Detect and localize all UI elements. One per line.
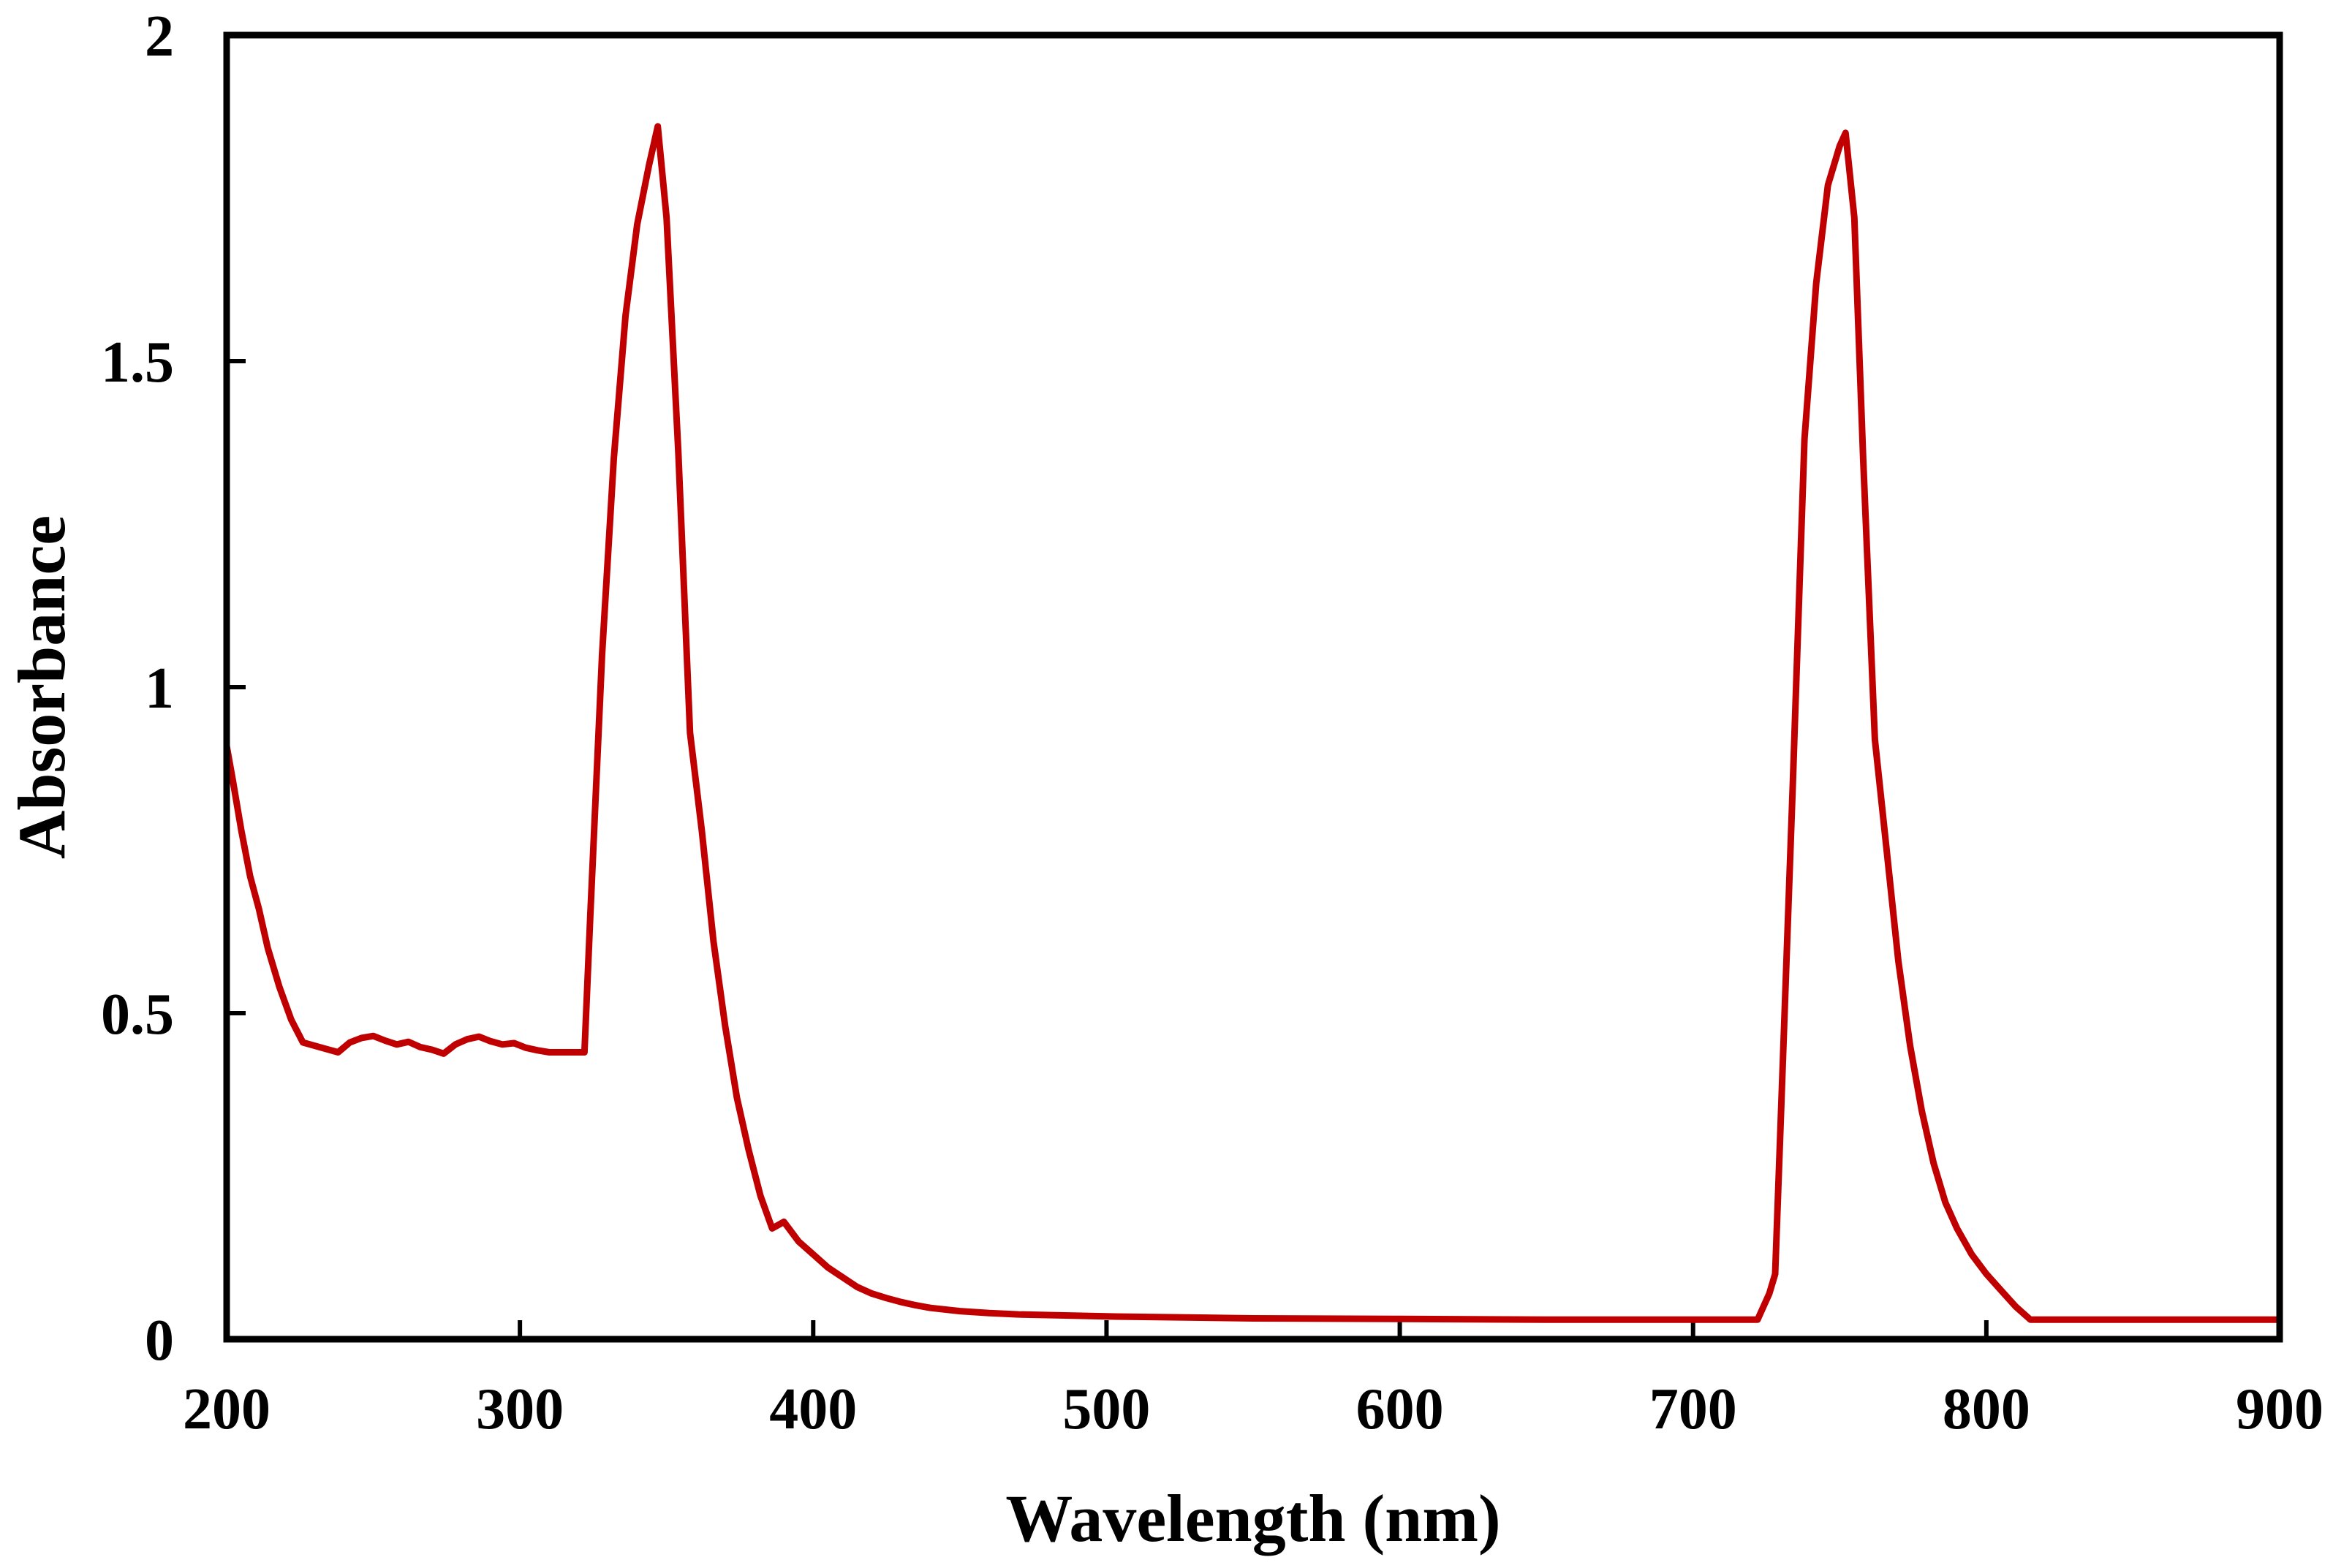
x-tick-label: 600 (1356, 1377, 1444, 1442)
series-group (223, 123, 2283, 1323)
x-tick-label: 200 (183, 1377, 271, 1442)
y-tick-label: 1 (145, 656, 174, 721)
plot-frame (223, 31, 2283, 1343)
y-axis-title: Absorbance (4, 515, 79, 859)
y-tick-label: 0 (145, 1308, 174, 1373)
y-tick-label: 1.5 (101, 330, 174, 395)
x-tick-label: 800 (1943, 1377, 2030, 1442)
x-tick-label: 900 (2236, 1377, 2323, 1442)
x-tick-label: 500 (1062, 1377, 1150, 1442)
tick-labels-group: 200 300 400 500 600 700 800 900 0 0.5 1 1.5 2 (101, 4, 2323, 1442)
y-tick-label: 2 (145, 4, 174, 69)
absorbance-series-line (223, 123, 2283, 1323)
x-tick-label: 300 (476, 1377, 564, 1442)
x-tick-label: 400 (769, 1377, 857, 1442)
y-tick-label: 0.5 (101, 982, 174, 1047)
x-tick-label: 700 (1649, 1377, 1737, 1442)
x-axis-title: Wavelength (nm) (1005, 1481, 1500, 1556)
